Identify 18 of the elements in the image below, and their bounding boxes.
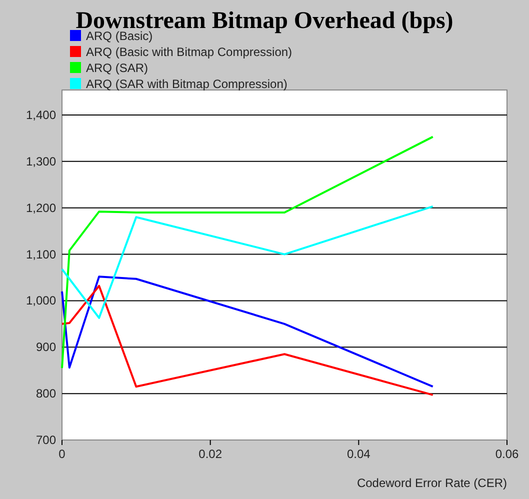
x-tick-label: 0.06 (495, 447, 519, 461)
y-tick-label: 900 (36, 340, 56, 354)
y-tick-label: 1,300 (26, 154, 56, 168)
y-tick-label: 1,400 (26, 108, 56, 122)
y-tick-label: 1,000 (26, 294, 56, 308)
legend-label: ARQ (Basic with Bitmap Compression) (86, 45, 292, 59)
x-tick-label: 0 (58, 447, 66, 461)
line-series (61, 136, 434, 370)
y-tick-label: 800 (36, 386, 56, 401)
legend-label: ARQ (SAR) (86, 61, 148, 75)
y-tick-label: 1,200 (26, 200, 56, 215)
x-tick-label: 0.02 (198, 447, 222, 461)
x-tick-label: 0.04 (346, 447, 371, 461)
legend-label: ARQ (SAR with Bitmap Compression) (86, 77, 288, 91)
y-tick-label: 1,100 (26, 247, 56, 262)
line-series (61, 205, 434, 319)
y-tick-label: 700 (36, 433, 56, 447)
x-axis-title: Codeword Error Rate (CER) (356, 476, 507, 490)
